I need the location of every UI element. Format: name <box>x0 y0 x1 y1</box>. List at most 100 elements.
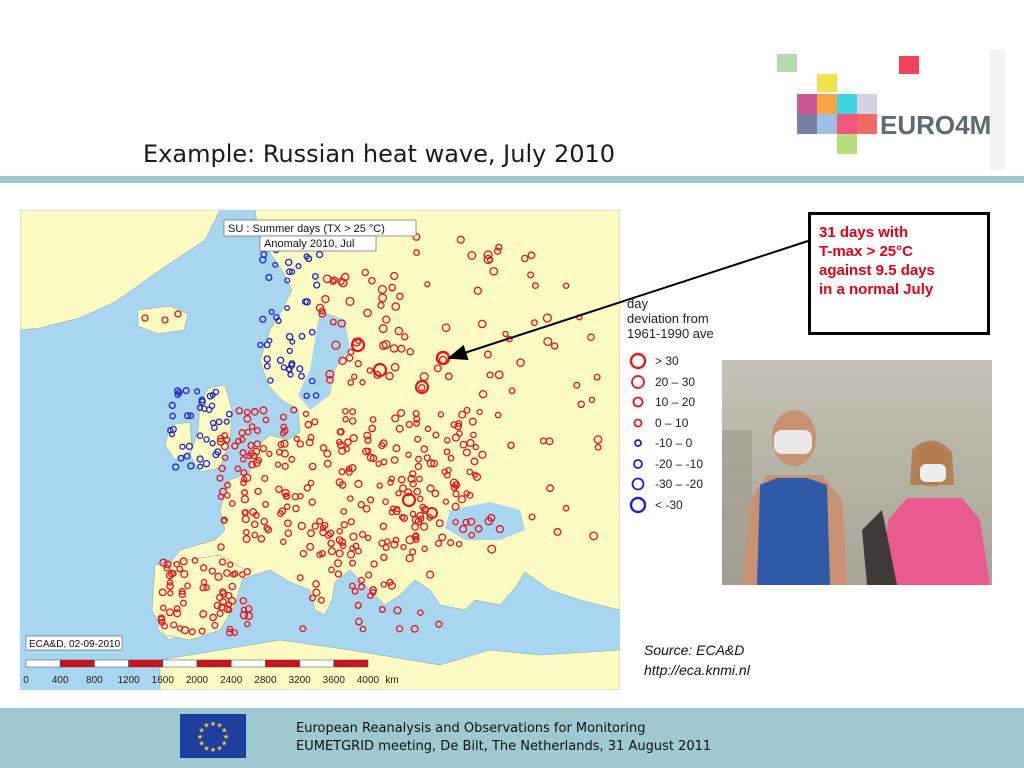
station-marker <box>378 442 386 450</box>
station-marker <box>377 284 387 294</box>
station-marker <box>178 587 186 595</box>
station-marker <box>219 487 227 496</box>
station-marker <box>299 549 308 558</box>
station-marker <box>253 440 261 448</box>
station-marker <box>467 517 476 526</box>
footer-line1: European Reanalysis and Observations for… <box>296 721 646 736</box>
station-marker <box>502 330 509 338</box>
legend-circle-icon <box>632 396 644 408</box>
station-marker <box>172 463 180 471</box>
station-marker <box>176 625 184 632</box>
station-marker <box>437 411 445 418</box>
station-marker <box>296 574 304 582</box>
source-link[interactable]: http://eca.knmi.nl <box>644 662 750 678</box>
station-marker <box>220 517 228 524</box>
station-marker <box>495 243 503 251</box>
station-marker <box>487 544 497 554</box>
station-marker <box>466 438 475 447</box>
station-marker <box>159 558 168 567</box>
station-marker <box>309 594 316 602</box>
station-marker <box>594 444 602 451</box>
station-marker <box>587 333 595 342</box>
station-marker <box>412 232 421 241</box>
station-marker <box>351 587 359 595</box>
station-marker <box>188 628 196 636</box>
station-marker <box>330 276 338 284</box>
station-marker <box>414 379 430 395</box>
station-marker <box>351 373 358 380</box>
station-marker <box>370 560 378 568</box>
scale-label: 0 <box>23 675 29 686</box>
station-marker <box>312 588 321 597</box>
station-marker <box>342 407 349 415</box>
footer-line2: EUMETGRID meeting, De Bilt, The Netherla… <box>296 739 712 754</box>
station-marker <box>344 438 352 446</box>
station-marker <box>349 532 358 541</box>
station-marker <box>198 398 206 406</box>
station-marker <box>379 522 388 531</box>
station-marker <box>280 364 288 371</box>
station-marker <box>363 308 372 318</box>
station-marker <box>191 557 199 564</box>
station-marker <box>410 624 419 633</box>
station-marker <box>220 442 229 451</box>
station-marker <box>302 410 310 418</box>
station-marker <box>378 324 388 334</box>
station-marker <box>406 347 415 356</box>
station-marker <box>321 521 329 529</box>
flag-star-icon: ★ <box>221 740 227 748</box>
station-marker <box>348 417 357 425</box>
station-marker <box>235 437 242 445</box>
station-marker <box>390 456 399 464</box>
station-marker <box>348 463 357 472</box>
station-marker <box>343 445 350 453</box>
station-marker <box>530 319 538 327</box>
station-marker <box>315 303 325 313</box>
station-marker <box>284 529 293 538</box>
station-marker <box>209 613 217 622</box>
station-marker <box>426 507 438 519</box>
station-marker <box>327 539 335 548</box>
station-marker <box>452 490 460 498</box>
station-marker <box>442 498 450 505</box>
station-marker <box>218 558 227 566</box>
station-marker <box>239 597 248 605</box>
station-marker <box>319 444 328 452</box>
station-marker <box>392 507 401 516</box>
station-marker <box>244 620 251 628</box>
station-marker <box>400 514 409 522</box>
station-marker <box>378 539 386 547</box>
station-marker <box>345 465 353 473</box>
station-marker <box>455 540 463 548</box>
station-marker <box>466 468 474 476</box>
station-marker <box>199 564 208 572</box>
station-marker <box>329 318 337 326</box>
station-marker <box>473 286 482 295</box>
legend-item: 10 – 20 <box>627 393 727 413</box>
station-marker <box>421 545 428 553</box>
scale-label: 1200 <box>117 675 140 686</box>
scale-label: 3200 <box>288 675 311 686</box>
station-marker <box>239 456 247 463</box>
station-marker <box>308 328 316 336</box>
scale-segment <box>333 659 369 668</box>
station-marker <box>185 442 194 451</box>
station-marker <box>263 355 271 363</box>
station-marker <box>416 511 425 520</box>
station-marker <box>252 511 260 519</box>
station-marker <box>340 508 348 515</box>
callout-line: 31 days with <box>819 224 909 241</box>
station-marker <box>361 268 370 277</box>
station-marker <box>389 344 399 353</box>
legend-title-line3: 1961-1990 ave <box>627 326 714 341</box>
station-marker <box>378 606 386 613</box>
station-marker <box>372 362 388 378</box>
station-marker <box>462 448 471 457</box>
station-marker <box>337 428 345 436</box>
station-marker <box>339 542 347 550</box>
station-marker <box>214 448 222 456</box>
station-marker <box>409 548 417 556</box>
station-marker <box>213 601 222 610</box>
station-marker <box>456 235 465 244</box>
station-marker <box>216 593 224 602</box>
